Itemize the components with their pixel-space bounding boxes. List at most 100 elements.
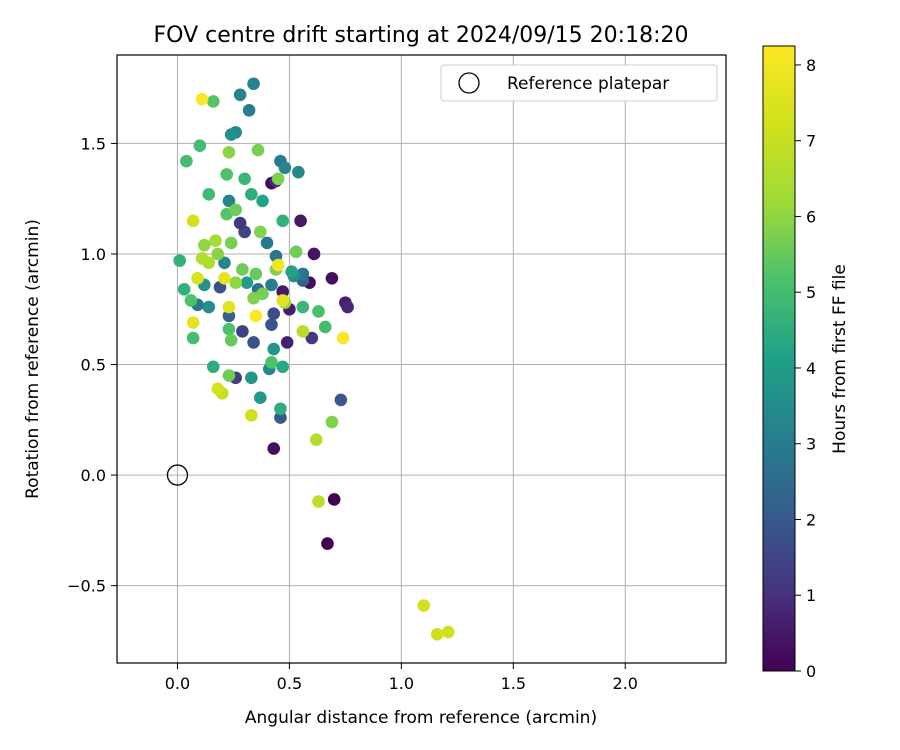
data-point xyxy=(222,194,236,208)
chart-title: FOV centre drift starting at 2024/09/15 … xyxy=(154,23,689,48)
data-point xyxy=(267,442,281,455)
x-axis: 0.0 0.5 1.0 1.5 2.0 xyxy=(165,663,638,693)
x-axis-label: Angular distance from reference (arcmin) xyxy=(245,708,597,728)
x-tick-label: 1.0 xyxy=(389,674,414,693)
data-point xyxy=(247,336,260,349)
data-point xyxy=(442,625,455,639)
data-point xyxy=(218,256,231,270)
data-point xyxy=(289,245,303,259)
data-point xyxy=(218,272,231,285)
colorbar-tick-label: 8 xyxy=(806,56,816,75)
data-point xyxy=(274,402,287,416)
data-point xyxy=(222,145,236,159)
data-point xyxy=(177,283,191,296)
data-point xyxy=(242,103,256,117)
data-point xyxy=(307,247,321,261)
data-point xyxy=(198,238,211,252)
data-point xyxy=(186,316,200,329)
data-point xyxy=(296,300,310,314)
data-point xyxy=(209,234,222,248)
legend: Reference platepar xyxy=(440,64,718,102)
reference-platepar-marker xyxy=(166,464,189,486)
data-point xyxy=(417,599,431,612)
data-point xyxy=(267,342,281,356)
data-point xyxy=(325,415,339,429)
data-point xyxy=(224,128,238,141)
data-point xyxy=(173,254,186,267)
data-point xyxy=(186,331,200,345)
data-point xyxy=(430,627,444,641)
colorbar-ticks: 0 1 2 3 4 5 6 7 8 xyxy=(795,56,816,681)
data-point xyxy=(180,154,193,168)
data-point xyxy=(276,285,289,298)
data-point xyxy=(245,371,258,385)
data-point xyxy=(271,258,285,272)
data-point xyxy=(276,360,289,374)
data-point xyxy=(195,92,209,106)
data-point xyxy=(222,322,236,336)
colorbar-tick-label: 5 xyxy=(806,283,816,302)
colorbar-tick-label: 1 xyxy=(806,586,816,605)
data-point xyxy=(292,165,305,179)
data-point xyxy=(278,161,292,175)
y-tick-label: 1.0 xyxy=(81,245,106,264)
x-tick-label: 0.5 xyxy=(277,674,302,693)
data-point xyxy=(222,369,236,382)
data-point xyxy=(327,493,341,506)
data-point xyxy=(222,309,236,323)
data-point xyxy=(191,272,204,285)
legend-box xyxy=(440,64,718,102)
y-axis: −0.5 0.0 0.5 1.0 1.5 xyxy=(67,134,117,596)
data-point xyxy=(296,325,310,338)
data-point xyxy=(238,172,251,186)
data-point xyxy=(184,294,198,307)
data-point xyxy=(253,391,267,404)
legend-entry: Reference platepar xyxy=(507,74,669,94)
data-point xyxy=(318,320,332,334)
data-point xyxy=(265,278,278,292)
data-point xyxy=(240,276,254,290)
data-point xyxy=(267,307,281,320)
data-point xyxy=(256,194,269,208)
data-point xyxy=(251,143,265,157)
data-point xyxy=(236,263,249,276)
data-point xyxy=(260,236,274,250)
data-point xyxy=(249,309,263,323)
data-point xyxy=(253,225,267,239)
colorbar-tick-label: 3 xyxy=(806,435,816,454)
data-point xyxy=(233,88,247,102)
data-point xyxy=(202,300,216,314)
data-point xyxy=(274,411,287,424)
y-axis-label: Rotation from reference (arcmin) xyxy=(23,219,43,499)
colorbar-gradient xyxy=(762,45,796,672)
data-point xyxy=(193,139,207,152)
data-point xyxy=(280,336,294,349)
data-point xyxy=(271,172,285,186)
data-point xyxy=(229,203,242,217)
data-point xyxy=(229,276,242,290)
data-point xyxy=(236,325,249,338)
x-tick-label: 1.5 xyxy=(501,674,526,693)
data-point xyxy=(211,382,225,396)
data-point xyxy=(247,77,260,91)
data-point xyxy=(224,333,238,347)
legend-marker xyxy=(458,72,480,94)
grid xyxy=(117,55,726,663)
colorbar: 0 1 2 3 4 5 6 7 8 Hours from first FF file xyxy=(762,45,850,681)
x-tick-label: 0.0 xyxy=(165,674,190,693)
y-tick-label: 0.0 xyxy=(81,466,106,485)
y-tick-label: −0.5 xyxy=(67,577,106,596)
data-point xyxy=(245,409,258,422)
data-point xyxy=(336,331,350,345)
colorbar-label: Hours from first FF file xyxy=(830,264,850,454)
data-point xyxy=(321,537,334,550)
colorbar-tick-label: 4 xyxy=(806,359,816,378)
data-point xyxy=(265,356,278,369)
data-point xyxy=(224,236,238,250)
data-point xyxy=(276,214,289,228)
plot-frame xyxy=(116,54,727,664)
data-point xyxy=(334,393,348,407)
y-tick-label: 1.5 xyxy=(81,134,106,153)
data-point xyxy=(325,272,339,285)
